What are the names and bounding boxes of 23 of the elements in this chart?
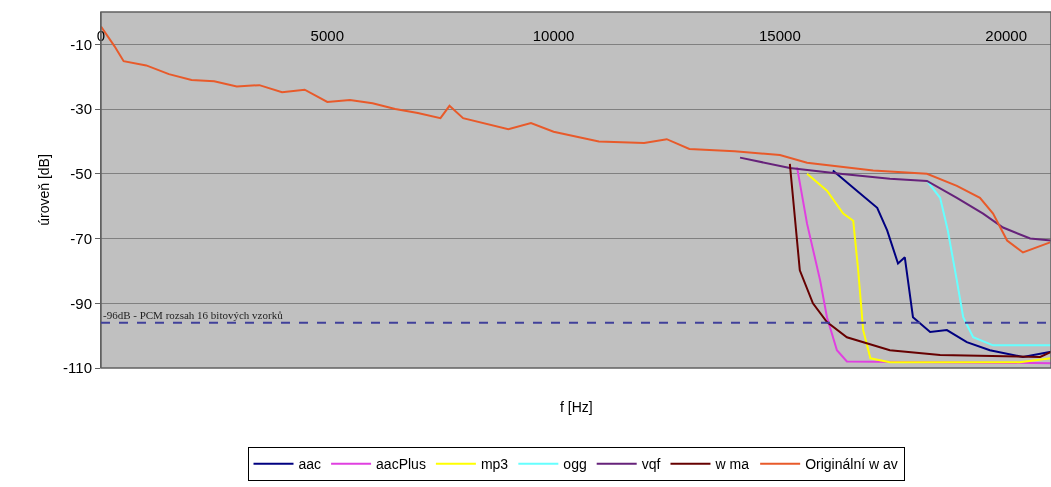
x-tick-label: 0 [96,27,106,45]
y-tick-label: -90 [70,294,92,312]
line-series [739,156,1051,242]
legend-label: Originální w av [805,456,898,473]
y-tick-label: -50 [70,165,92,183]
line-series [925,179,1051,347]
y-axis-title: úroveň [dB] [35,154,52,226]
y-tick-label: -10 [70,35,92,53]
x-tick-label: 15000 [759,27,801,45]
legend-label: ogg [563,456,587,473]
x-axis-title: f [Hz] [560,399,593,415]
legend-label: aacPlus [376,456,426,473]
y-tick-label: -30 [70,100,92,118]
legend-label: w ma [714,456,750,473]
legend-label: vqf [641,456,661,473]
x-tick-label: 20000 [985,27,1028,45]
ref-line-label: -96dB - PCM rozsah 16 bitových vzorků [103,309,284,321]
y-tick-label: -70 [70,229,92,247]
y-tick-label: -110 [63,359,92,377]
legend-label: mp3 [480,456,509,473]
x-tick-label: 10000 [532,27,575,45]
legend-label: aac [298,456,322,473]
x-tick-label: 5000 [310,27,344,45]
